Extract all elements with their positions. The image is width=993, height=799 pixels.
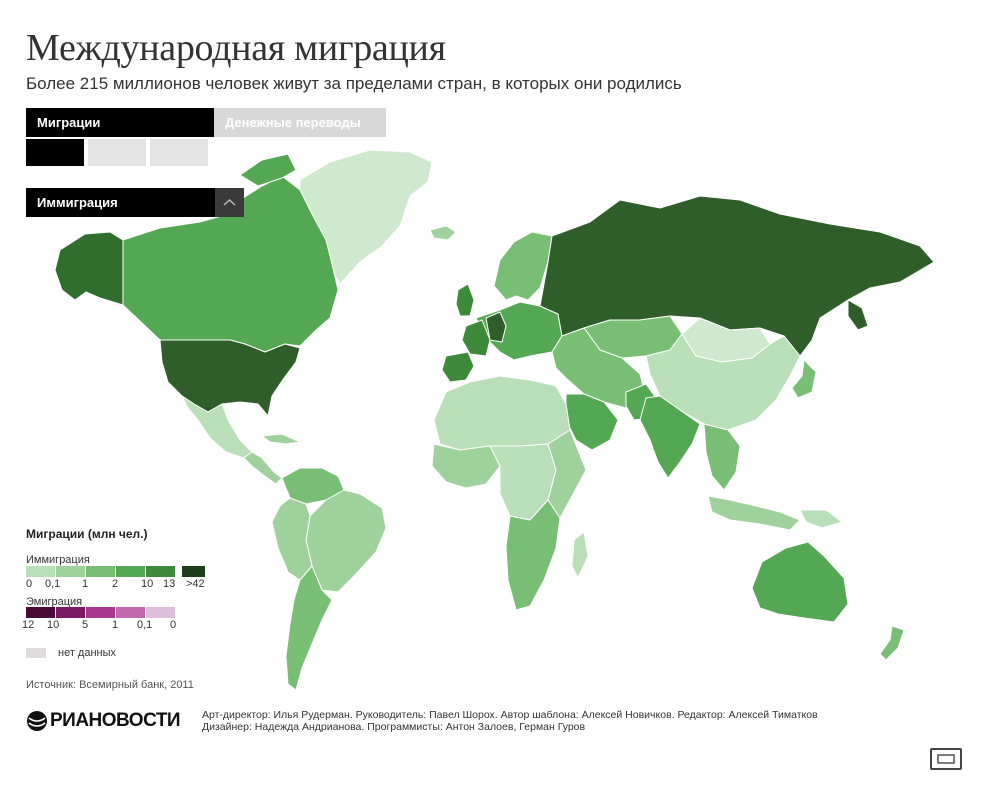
ria-globe-icon [27,711,47,731]
legend-emigration-tick: 12 [22,619,35,631]
legend-immigration-swatch-0 [26,566,55,577]
map-region-caribbean[interactable] [261,433,301,445]
legend-emigration-swatch-1 [56,607,85,618]
map-region-madagascar[interactable] [571,531,589,579]
map-region-germany[interactable] [485,311,507,343]
legend-immigration-tick: 1 [82,578,89,590]
map-region-alaska[interactable] [54,231,124,306]
fullscreen-icon [937,754,955,764]
view-table-button[interactable] [150,139,208,166]
legend-immigration-swatch-5 [182,566,205,577]
legend-immigration-tick: 0,1 [45,578,61,590]
map-region-iceland[interactable] [429,225,457,241]
page-title: Международная миграция [26,27,446,69]
credits: Арт-директор: Илья Рудерман. Руководител… [202,709,818,733]
map-region-canada-islands[interactable] [239,153,297,187]
map-region-far-east[interactable] [847,299,869,331]
credits-line-2: Дизайнер: Надежда Андрианова. Программис… [202,721,586,733]
legend-immigration-tick: 0 [26,578,33,590]
legend-emigration-swatch-3 [116,607,145,618]
legend-emigration-swatch-0 [26,607,55,618]
credits-line-1: Арт-директор: Илья Рудерман. Руководител… [202,709,818,721]
direction-dropdown[interactable]: Иммиграция [26,188,215,217]
legend-emigration-swatch-4 [146,607,175,618]
map-region-brazil[interactable] [305,489,387,593]
legend-immigration-tick: 13 [163,578,176,590]
map-region-france[interactable] [461,319,491,357]
source-note: Источник: Всемирный банк, 2011 [26,679,194,691]
map-region-argentina[interactable] [285,565,333,691]
map-region-india[interactable] [639,395,701,479]
map-region-west-africa[interactable] [431,443,501,489]
legend-immigration-swatch-4 [146,566,175,577]
map-region-north-africa[interactable] [433,375,571,451]
legend-emigration-tick: 5 [82,619,89,631]
chevron-up-icon [223,198,236,206]
legend-immigration-swatch-2 [86,566,115,577]
legend-emigration-tick: 0,1 [137,619,153,631]
view-map-button[interactable] [26,139,84,166]
page-subtitle: Более 215 миллионов человек живут за пре… [26,74,682,93]
map-region-indonesia[interactable] [707,495,801,531]
logo-text: РИАНОВОСТИ [50,710,181,731]
legend-immigration-tick: 10 [141,578,154,590]
map-region-papua[interactable] [799,509,843,529]
legend-no-data-label: нет данных [58,647,117,659]
map-region-japan[interactable] [791,359,817,399]
tab-migrations[interactable]: Миграции [26,108,214,137]
legend-immigration-label: Иммиграция [26,554,90,566]
fullscreen-button[interactable] [930,748,962,770]
legend-immigration-tick: 2 [112,578,119,590]
map-region-east-africa[interactable] [547,429,587,519]
map-region-australia[interactable] [751,541,849,623]
legend-emigration-tick: 10 [47,619,60,631]
legend-title: Миграции (млн чел.) [26,527,148,541]
dropdown-toggle-button[interactable] [215,188,244,217]
map-region-spain[interactable] [441,351,475,383]
map-region-uk[interactable] [455,283,475,317]
legend-emigration-swatch-2 [86,607,115,618]
legend-emigration-tick: 0 [170,619,177,631]
map-region-usa[interactable] [159,339,301,417]
legend-immigration-tick: >42 [186,578,205,590]
map-region-south-america-west[interactable] [271,497,313,581]
map-region-new-zealand[interactable] [879,625,905,661]
map-region-southeast-asia[interactable] [703,423,741,491]
view-flows-button[interactable] [88,139,146,166]
legend-immigration-swatch-1 [56,566,85,577]
ria-logo[interactable]: РИАНОВОСТИ [26,709,192,733]
tab-remittances[interactable]: Денежные переводы [214,108,386,137]
legend-emigration-label: Эмиграция [26,596,83,608]
legend-emigration-tick: 1 [112,619,119,631]
map-region-southern-africa[interactable] [505,499,561,611]
legend-no-data-swatch [26,648,46,658]
legend-immigration-swatch-3 [116,566,145,577]
map-region-central-america[interactable] [243,451,283,485]
